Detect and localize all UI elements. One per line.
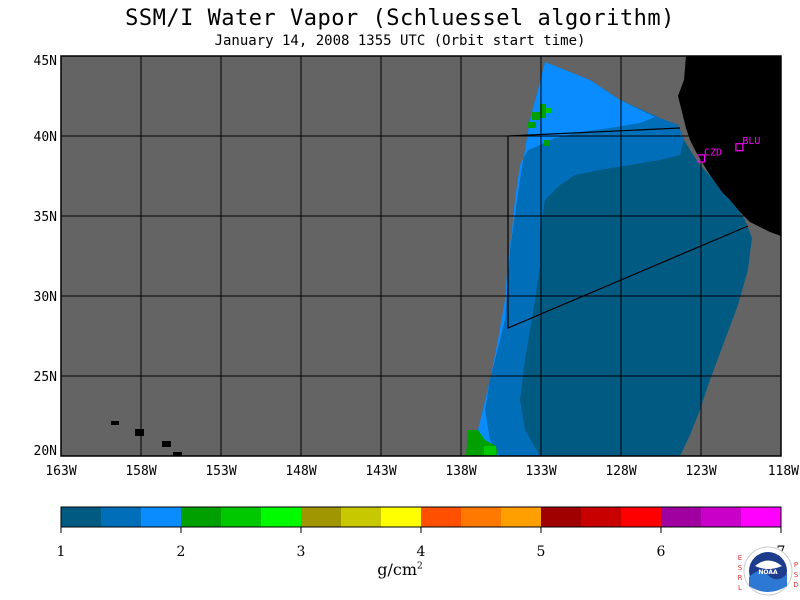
station-label: CZD	[704, 147, 722, 158]
colorbar-swatch	[421, 507, 462, 527]
lat-label: 20N	[34, 444, 57, 459]
lon-label: 153W	[205, 464, 236, 479]
colorbar-swatch	[541, 507, 582, 527]
vapor-spot-green	[528, 122, 536, 128]
logo-letter: S	[738, 564, 743, 572]
colorbar-swatch	[61, 507, 102, 527]
colorbar-tick-label: 1	[57, 544, 66, 560]
logo-letter: E	[738, 554, 742, 562]
colorbar-swatch	[701, 507, 742, 527]
lon-label: 118W	[768, 464, 799, 479]
longitude-labels: 163W 158W 153W 148W 143W 138W 133W 128W 123W 118W	[45, 464, 799, 479]
colorbar-tick-label: 2	[177, 544, 186, 560]
station-label: BLU	[742, 136, 760, 147]
latitude-labels: 45N 40N 35N 30N 25N 20N	[34, 54, 57, 459]
logo-center-text: NOAA	[758, 569, 778, 576]
vapor-spot-green	[540, 104, 546, 118]
island-icon	[111, 421, 119, 425]
colorbar-swatch	[381, 507, 422, 527]
station-marker-icon	[735, 143, 744, 152]
map-frame	[60, 55, 782, 457]
analysis-region-top-edge	[507, 127, 681, 137]
colorbar-swatch	[181, 507, 222, 527]
map-title: SSM/I Water Vapor (Schluessel algorithm)	[125, 6, 675, 31]
logo-letter: P	[794, 561, 798, 569]
colorbar-swatch	[621, 507, 662, 527]
vapor-spot-green	[544, 140, 550, 146]
graticule	[61, 56, 781, 456]
colorbar-tick-label: 4	[417, 544, 426, 560]
colorbar-tick-label: 3	[297, 544, 306, 560]
swath-high-inner	[535, 122, 680, 175]
colorbar-swatch	[341, 507, 382, 527]
analysis-region-outline	[507, 136, 749, 329]
station-markers: CZD BLU	[696, 136, 760, 163]
colorbar-tick-label: 5	[537, 544, 546, 560]
lon-label: 143W	[365, 464, 396, 479]
logo-letter: D	[793, 581, 798, 589]
logo-letter: S	[794, 571, 799, 579]
colorbar-swatch	[661, 507, 702, 527]
noaa-logo: NOAA	[743, 546, 793, 596]
colorbar-tick-labels: 1234567	[57, 527, 785, 560]
island-icon	[162, 441, 171, 447]
land-north-america	[678, 56, 781, 236]
map-subtitle: January 14, 2008 1355 UTC (Orbit start t…	[214, 33, 586, 49]
lon-label: 133W	[525, 464, 556, 479]
logo-letter: R	[738, 574, 743, 582]
logo-psd-text: PSD	[793, 561, 798, 589]
lon-label: 123W	[685, 464, 716, 479]
lon-label: 128W	[605, 464, 636, 479]
station-marker-icon	[696, 154, 706, 163]
colorbar-swatch	[261, 507, 302, 527]
colorbar-swatch	[741, 507, 782, 527]
colorbar-unit: g/cm2	[377, 560, 423, 579]
lon-label: 163W	[45, 464, 76, 479]
vapor-spot-green	[532, 112, 540, 120]
lon-label: 148W	[285, 464, 316, 479]
lon-label: 158W	[125, 464, 156, 479]
lat-label: 30N	[34, 290, 57, 305]
colorbar-swatch	[221, 507, 262, 527]
lat-label: 40N	[34, 130, 57, 145]
colorbar-swatch	[141, 507, 182, 527]
logo-letter: L	[738, 584, 742, 592]
colorbar-tick-label: 6	[657, 544, 666, 560]
island-icon	[173, 452, 182, 456]
lat-label: 45N	[34, 54, 57, 69]
lat-label: 35N	[34, 210, 57, 225]
island-icon	[135, 429, 144, 436]
colorbar-swatch	[501, 507, 542, 527]
colorbar-swatch	[101, 507, 142, 527]
colorbar-swatch	[301, 507, 342, 527]
colorbar-swatch	[581, 507, 622, 527]
lat-label: 25N	[34, 370, 57, 385]
lon-label: 138W	[445, 464, 476, 479]
vapor-spot-green	[546, 108, 551, 113]
swath-mid	[470, 62, 684, 456]
vapor-spot-green	[484, 446, 496, 456]
colorbar	[60, 506, 782, 528]
colorbar-swatch	[461, 507, 502, 527]
nodata-east-strip	[690, 232, 781, 456]
